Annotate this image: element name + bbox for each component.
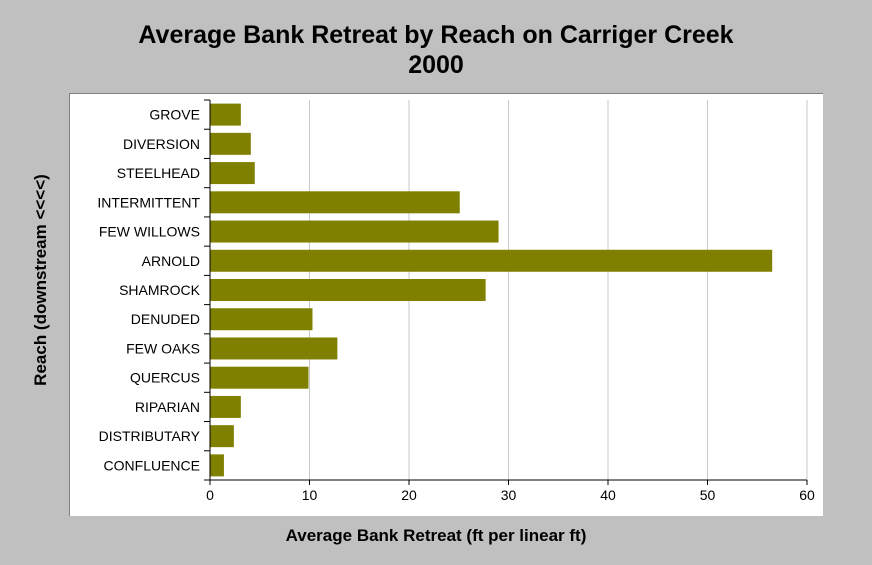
y-tick-label: QUERCUS	[130, 370, 200, 386]
y-tick-label: ARNOLD	[142, 253, 200, 269]
bar	[210, 249, 773, 272]
y-tick-label: DISTRIBUTARY	[99, 428, 201, 444]
bar	[210, 103, 241, 126]
bar	[210, 395, 241, 418]
bar-chart: 0 10 20 30 40 50 60 GROVE DIVERSION STEELHEAD INTE…	[97, 99, 815, 503]
bar	[210, 162, 255, 185]
bar	[210, 220, 499, 243]
y-tick-label: DENUDED	[131, 311, 200, 327]
x-tick-label: 60	[799, 487, 815, 503]
x-tick-label: 10	[302, 487, 318, 503]
x-tick-label: 0	[206, 487, 214, 503]
y-tick-label: SHAMROCK	[119, 282, 201, 298]
x-tick-label: 50	[700, 487, 716, 503]
x-tick-label: 20	[401, 487, 417, 503]
y-tick-label: DIVERSION	[123, 136, 200, 152]
y-tick-label: CONFLUENCE	[104, 457, 200, 473]
bar	[210, 308, 313, 331]
x-tick-label: 40	[600, 487, 616, 503]
bar	[210, 279, 486, 301]
bar	[210, 454, 224, 477]
y-tick-label: RIPARIAN	[135, 399, 200, 415]
bar	[210, 366, 309, 389]
bar	[210, 425, 234, 448]
bar	[210, 191, 460, 214]
chart-title: Average Bank Retreat by Reach on Carrige…	[138, 21, 734, 49]
y-tick-label: GROVE	[149, 107, 200, 123]
plot-panel: 0 10 20 30 40 50 60 GROVE DIVERSION STEELHEAD INTE…	[69, 93, 823, 516]
bar	[210, 132, 251, 155]
y-tick-label: STEELHEAD	[117, 165, 200, 181]
x-tick-label: 30	[501, 487, 517, 503]
x-axis-label: Average Bank Retreat (ft per linear ft)	[285, 526, 587, 545]
bar	[210, 337, 338, 360]
y-tick-label: FEW WILLOWS	[99, 224, 200, 240]
chart-subtitle: 2000	[408, 51, 464, 79]
y-tick-label: INTERMITTENT	[97, 194, 200, 210]
y-tick-label: FEW OAKS	[126, 340, 200, 356]
